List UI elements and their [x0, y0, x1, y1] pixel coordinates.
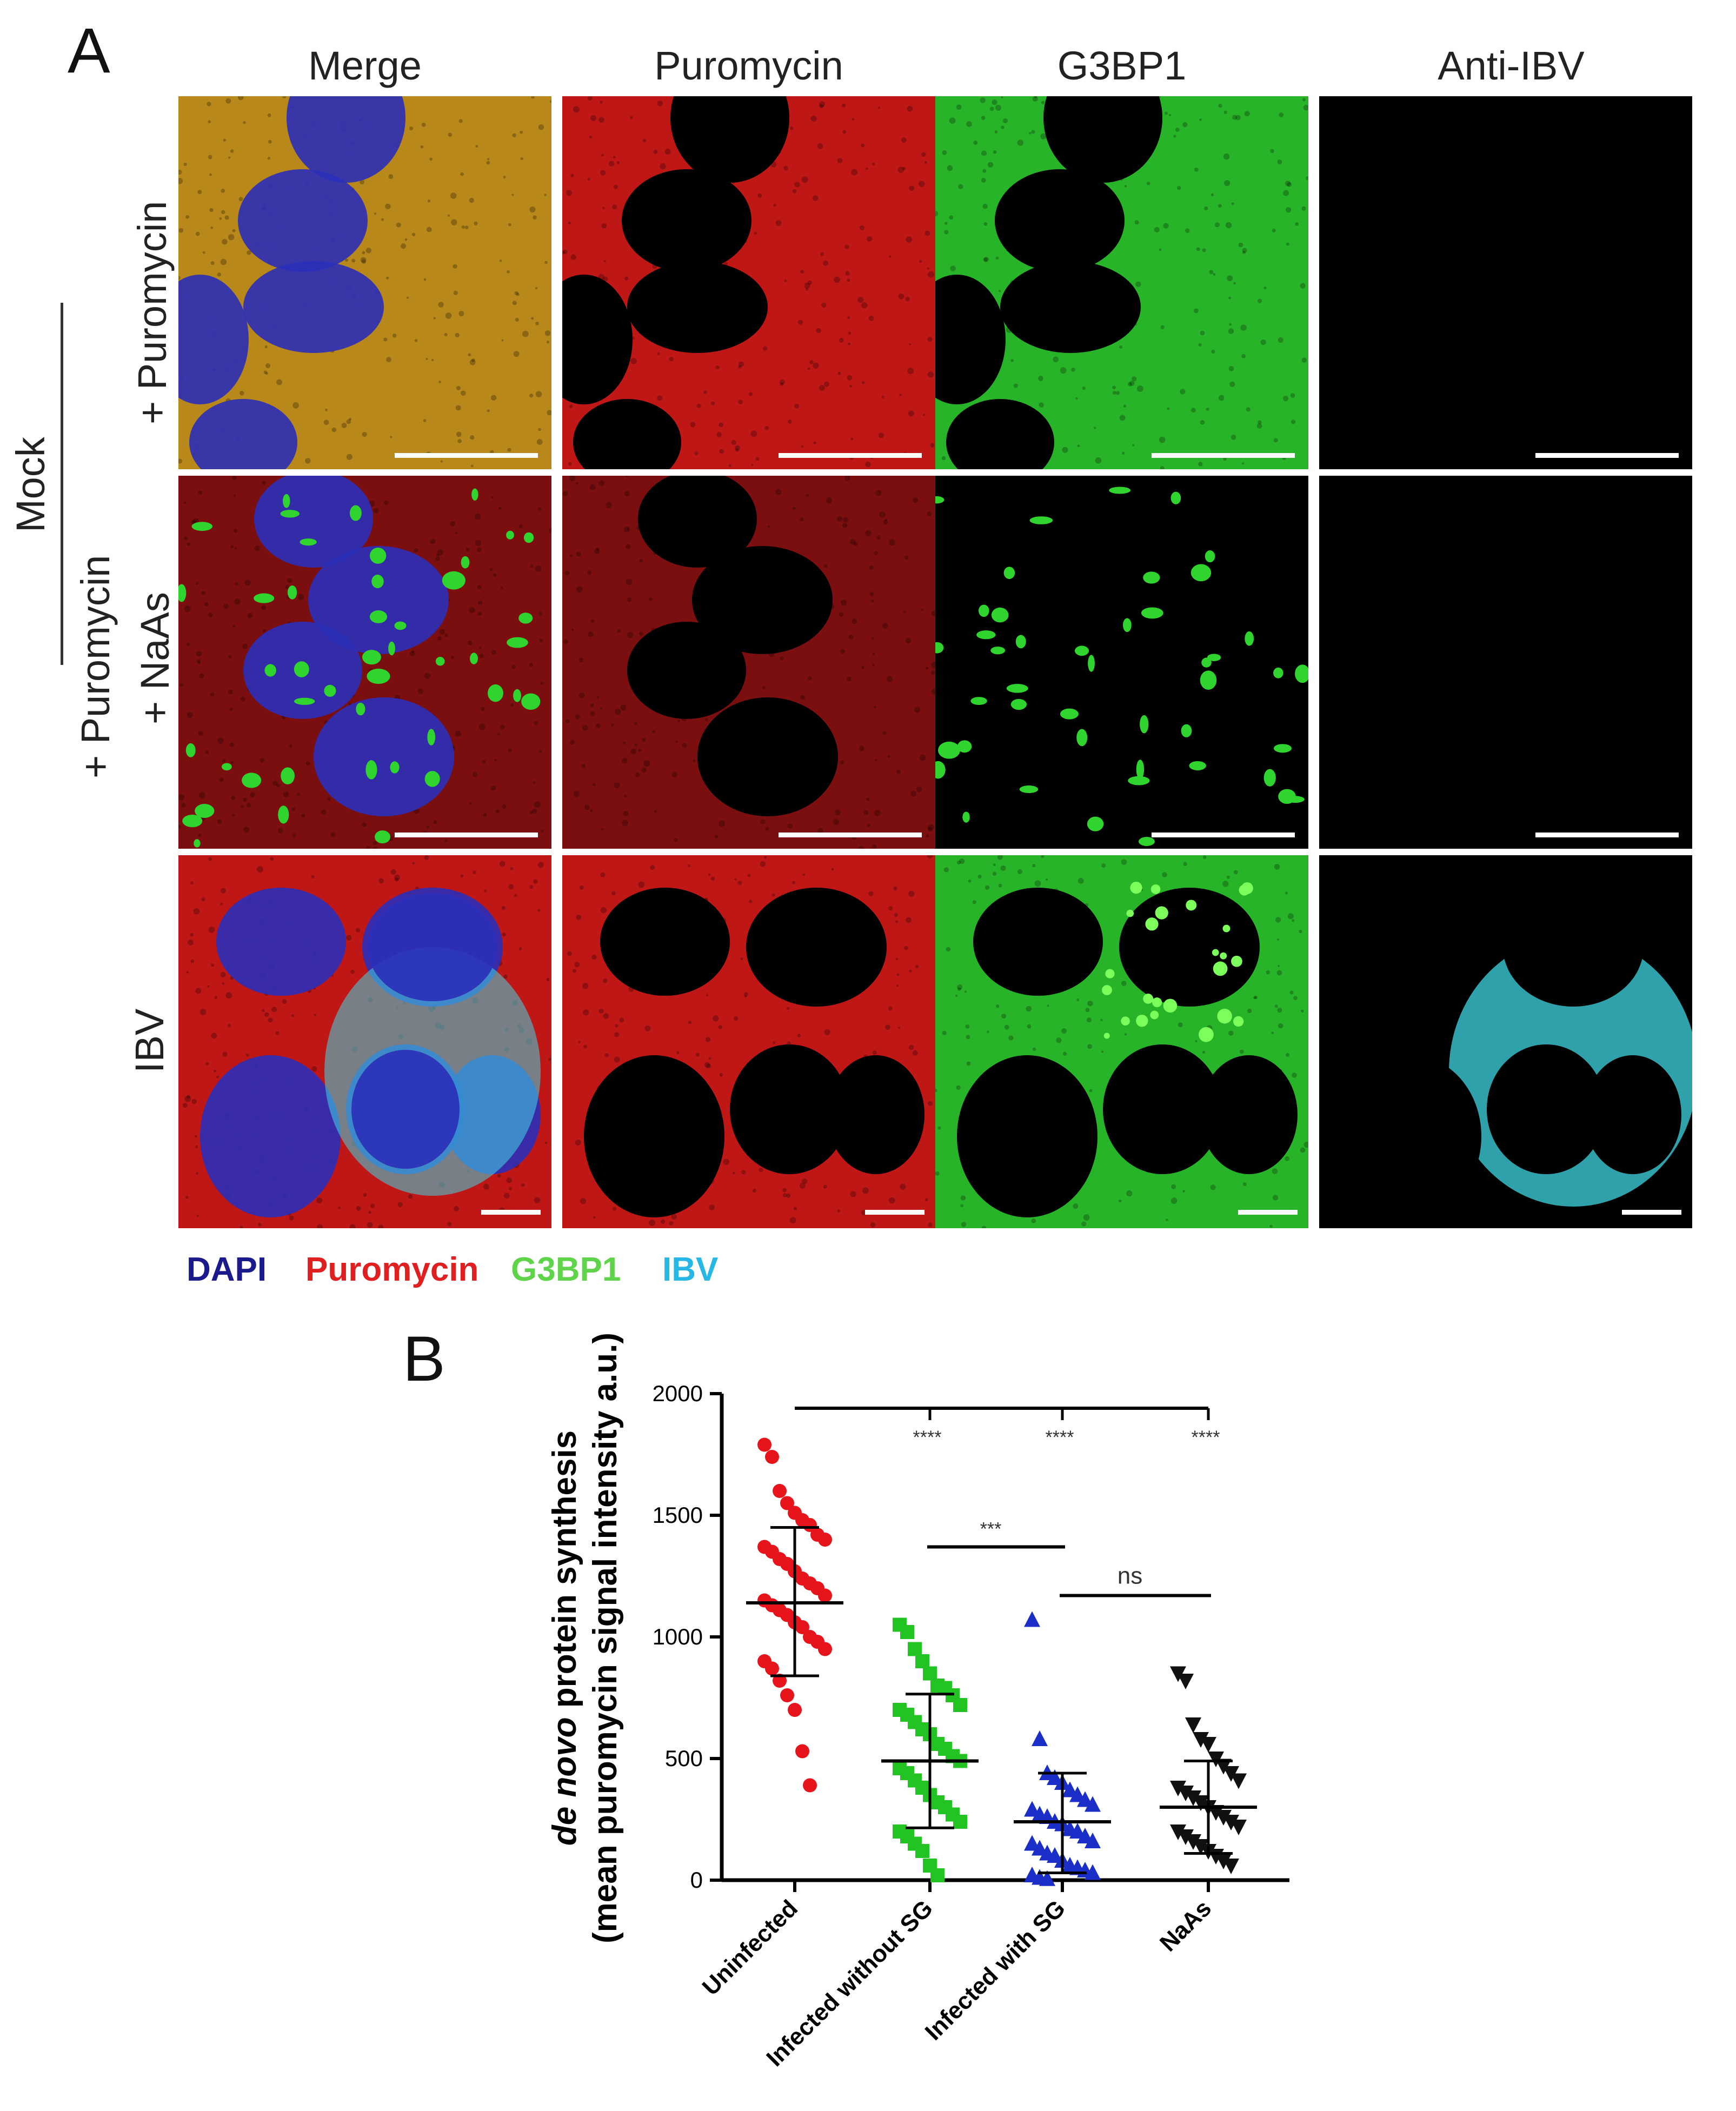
data-point-2-1 [1032, 1730, 1048, 1746]
x-tick-label-0: Uninfected [697, 1895, 803, 2000]
data-point-3-15 [1215, 1810, 1232, 1826]
micrograph-puromycin-anti-ibv [1319, 96, 1692, 469]
data-point-3-16 [1223, 1815, 1239, 1830]
mock-group-divider [61, 303, 63, 665]
data-point-0-30 [780, 1688, 794, 1702]
y-tick-label-1500: 1500 [653, 1502, 703, 1528]
y-tick-label-0: 0 [690, 1867, 703, 1893]
x-tick-label-3: NaAs [1155, 1895, 1216, 1956]
data-point-3-3 [1193, 1732, 1209, 1748]
micrograph-puromycin-g3bp1 [935, 96, 1308, 469]
micrograph-puromycin-naas-g3bp1 [935, 476, 1308, 849]
micrograph-puromycin-naas-anti-ibv [1319, 476, 1692, 849]
data-point-3-1 [1178, 1674, 1194, 1689]
data-point-0-28 [765, 1661, 779, 1676]
significance-label-3: *** [980, 1519, 1002, 1540]
data-point-3-25 [1223, 1859, 1239, 1874]
panel-b-label: B [403, 1323, 445, 1395]
data-point-1-32 [930, 1868, 945, 1882]
data-point-0-2 [773, 1484, 787, 1498]
micrograph-puromycin-naas-merge [178, 476, 551, 849]
x-tick-label-2: Infected with SG [920, 1895, 1070, 2045]
y-tick-label-2000: 2000 [653, 1381, 703, 1406]
data-point-0-31 [788, 1703, 802, 1717]
data-point-3-21 [1193, 1839, 1209, 1855]
significance-label-2: **** [1192, 1427, 1220, 1448]
legend-ibv: IBV [662, 1251, 719, 1288]
data-point-0-8 [818, 1533, 832, 1547]
y-tick-label-1000: 1000 [653, 1624, 703, 1649]
data-point-0-0 [757, 1437, 771, 1452]
data-point-0-3 [780, 1496, 794, 1510]
column-header-anti-ibv: Anti-IBV [1438, 43, 1585, 88]
data-point-3-10 [1178, 1786, 1194, 1801]
y-axis-label-line1: de novo protein synthesis [546, 1430, 583, 1846]
data-point-2-26 [1085, 1864, 1101, 1880]
micrograph-ibv-merge [178, 855, 551, 1228]
data-point-3-20 [1185, 1834, 1201, 1850]
data-point-1-2 [908, 1642, 922, 1656]
data-point-3-4 [1200, 1737, 1216, 1753]
data-point-1-26 [953, 1815, 967, 1829]
column-header-puromycin: Puromycin [654, 43, 843, 88]
data-point-1-8 [953, 1698, 967, 1712]
micrograph-ibv-g3bp1 [935, 855, 1308, 1228]
data-point-3-14 [1208, 1805, 1224, 1821]
data-point-1-4 [923, 1666, 937, 1681]
legend-dapi: DAPI [187, 1251, 267, 1288]
significance-label-1: **** [1046, 1427, 1074, 1448]
data-point-3-18 [1170, 1824, 1186, 1840]
data-point-1-30 [915, 1844, 929, 1858]
data-point-2-8 [1085, 1796, 1101, 1812]
data-point-0-1 [765, 1450, 779, 1464]
data-point-3-8 [1231, 1773, 1247, 1789]
data-point-2-29 [1039, 1870, 1055, 1886]
data-point-3-12 [1193, 1795, 1209, 1811]
legend-puromycin: Puromycin [305, 1251, 479, 1288]
data-point-0-17 [818, 1588, 832, 1603]
column-header-merge: Merge [308, 43, 422, 88]
micrograph-puromycin-puromycin [562, 96, 935, 469]
y-axis-label-line2: (mean puromycin signal intensity a.u.) [587, 1333, 624, 1943]
micrograph-ibv-puromycin [562, 855, 935, 1228]
panel-a-label: A [68, 15, 110, 86]
micrograph-puromycin-merge [178, 96, 551, 469]
data-point-3-9 [1170, 1781, 1186, 1796]
significance-label-4: ns [1118, 1563, 1142, 1589]
data-point-1-3 [915, 1654, 929, 1668]
data-point-0-23 [795, 1620, 809, 1634]
data-point-3-17 [1231, 1820, 1247, 1835]
significance-label-0: **** [913, 1427, 942, 1448]
data-point-0-32 [795, 1744, 809, 1759]
micrograph-puromycin-naas-puromycin [562, 476, 935, 849]
column-header-g3bp1: G3BP1 [1057, 43, 1187, 88]
data-point-0-33 [803, 1778, 817, 1793]
legend-g3bp1: G3BP1 [511, 1251, 621, 1288]
data-point-1-1 [900, 1625, 914, 1639]
data-point-3-24 [1215, 1854, 1232, 1869]
data-point-2-17 [1085, 1833, 1101, 1848]
data-point-3-19 [1178, 1829, 1194, 1845]
data-point-2-0 [1024, 1611, 1040, 1627]
data-point-0-26 [818, 1642, 832, 1656]
data-point-3-2 [1185, 1717, 1201, 1733]
micrograph-ibv-anti-ibv [1319, 855, 1692, 1228]
y-tick-label-500: 500 [665, 1746, 703, 1771]
data-point-3-11 [1185, 1790, 1201, 1806]
